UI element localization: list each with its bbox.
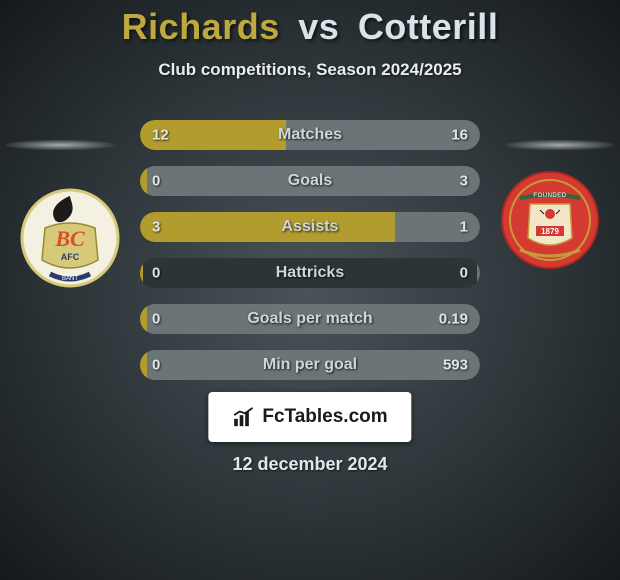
stat-fill-left — [140, 166, 147, 196]
stat-value-right: 0 — [460, 265, 468, 282]
stat-value-right: 0.19 — [439, 311, 468, 328]
stat-value-right: 1 — [460, 219, 468, 236]
stat-fill-right — [147, 304, 480, 334]
shadow-ellipse-left — [5, 140, 115, 151]
stat-value-right: 3 — [460, 173, 468, 190]
stat-fill-right — [147, 166, 480, 196]
stat-value-left: 0 — [152, 357, 160, 374]
stat-fill-left — [140, 350, 147, 380]
date-text: 12 december 2024 — [0, 454, 620, 475]
stat-value-left: 0 — [152, 311, 160, 328]
vs-text: vs — [298, 6, 339, 47]
stat-value-left: 0 — [152, 173, 160, 190]
stat-fill-right — [477, 258, 480, 288]
crest-player2: FOUNDED 1879 — [500, 170, 600, 270]
stat-row: 00.19Goals per match — [140, 304, 480, 334]
stat-label: Hattricks — [140, 264, 480, 282]
svg-text:BANT: BANT — [62, 276, 78, 282]
footer-text: FcTables.com — [262, 406, 387, 428]
player1-name: Richards — [122, 6, 280, 47]
stats-container: 1216Matches03Goals31Assists00Hattricks00… — [140, 120, 480, 380]
stat-row: 0593Min per goal — [140, 350, 480, 380]
stat-row: 03Goals — [140, 166, 480, 196]
stat-value-left: 3 — [152, 219, 160, 236]
svg-text:FOUNDED: FOUNDED — [533, 193, 566, 199]
page-title: Richards vs Cotterill — [0, 0, 620, 48]
svg-text:AFC: AFC — [61, 252, 80, 262]
stat-fill-right — [147, 350, 480, 380]
crest-player2-svg: FOUNDED 1879 — [500, 170, 600, 270]
crest-player1-svg: BC AFC BANT — [20, 188, 120, 288]
stat-row: 1216Matches — [140, 120, 480, 150]
stat-value-right: 593 — [443, 357, 468, 374]
subtitle: Club competitions, Season 2024/2025 — [0, 60, 620, 80]
stat-fill-left — [140, 304, 147, 334]
player2-name: Cotterill — [358, 6, 499, 47]
stat-value-right: 16 — [451, 127, 468, 144]
footer-badge: FcTables.com — [208, 392, 411, 442]
shadow-ellipse-right — [505, 140, 615, 151]
crest-player1: BC AFC BANT — [20, 188, 120, 288]
stat-row: 31Assists — [140, 212, 480, 242]
stat-value-left: 12 — [152, 127, 169, 144]
stat-fill-left — [140, 212, 395, 242]
stat-value-left: 0 — [152, 265, 160, 282]
stat-fill-left — [140, 258, 143, 288]
chart-icon — [232, 406, 254, 428]
svg-text:BC: BC — [54, 226, 85, 251]
stat-row: 0 0Hattricks — [140, 258, 480, 288]
svg-text:1879: 1879 — [541, 227, 559, 236]
